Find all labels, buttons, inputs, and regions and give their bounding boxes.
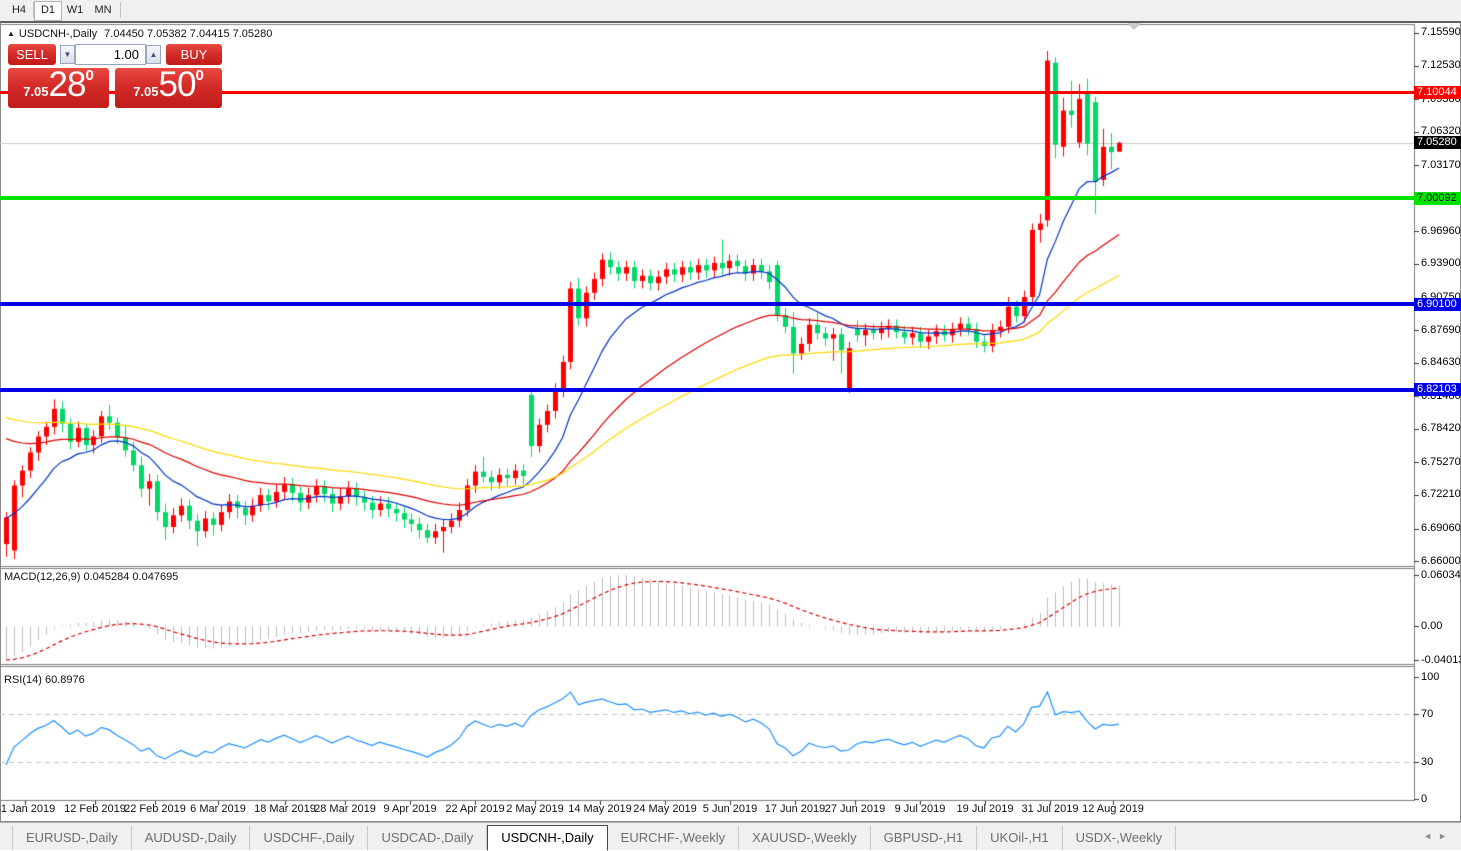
buy-button[interactable]: BUY (166, 44, 222, 65)
tab-ukoil-h1[interactable]: UKOil-,H1 (977, 826, 1063, 850)
volume-up-button[interactable]: ▲ (146, 45, 161, 64)
chart-tab-bar: EURUSD-,Daily AUDUSD-,Daily USDCHF-,Daily U… (0, 822, 1461, 851)
tab-xauusd-weekly[interactable]: XAUUSD-,Weekly (739, 826, 871, 850)
tf-button-w1[interactable]: W1 (66, 4, 84, 16)
macd-label: MACD(12,26,9) 0.045284 0.047695 (4, 571, 179, 583)
support-line-blue-2[interactable] (0, 388, 1414, 392)
tf-button-d1[interactable]: D1 (34, 1, 62, 21)
tab-usdx-weekly[interactable]: USDX-,Weekly (1063, 826, 1177, 850)
buy-price-prefix: 7.05 (133, 84, 159, 99)
resistance-line[interactable] (0, 91, 1414, 94)
chart-symbol-label: USDCNH-,Daily (18, 28, 98, 40)
tab-usdcnh-daily[interactable]: USDCNH-,Daily (487, 825, 608, 851)
trade-panel: SELL ▼ 1.00 ▲ BUY 7.05280 7.05500 (8, 44, 224, 108)
volume-input[interactable]: 1.00 (75, 44, 146, 65)
sell-button[interactable]: SELL (8, 44, 56, 65)
chart-ohlc-values: 7.04450 7.05382 7.04415 7.05280 (104, 28, 273, 40)
buy-price-sup: 0 (195, 67, 204, 84)
sell-price-big: 28 (48, 65, 87, 104)
sell-price-button[interactable]: 7.05280 (8, 65, 109, 108)
macd-values: 0.045284 0.047695 (83, 571, 179, 583)
support-line-green[interactable] (0, 196, 1414, 200)
sell-price-prefix: 7.05 (23, 84, 49, 99)
tab-eurchf-weekly[interactable]: EURCHF-,Weekly (608, 826, 740, 850)
buy-price-button[interactable]: 7.05500 (115, 65, 222, 108)
sell-price-sup: 0 (85, 67, 94, 84)
rsi-value: 60.8976 (44, 674, 85, 686)
tab-audusd-daily[interactable]: AUDUSD-,Daily (132, 826, 251, 850)
volume-down-button[interactable]: ▼ (60, 45, 75, 64)
rsi-label: RSI(14) 60.8976 (4, 674, 85, 686)
timeframe-toolbar: H4 D1 W1 MN (0, 0, 1461, 21)
chart-title: ▲ USDCNH-,Daily 7.04450 7.05382 7.04415 7.… (7, 28, 272, 40)
price-axis[interactable] (1414, 25, 1461, 800)
chevron-down-icon: ▼ (63, 50, 72, 59)
time-axis[interactable] (0, 801, 1414, 821)
tab-eurusd-daily[interactable]: EURUSD-,Daily (12, 826, 132, 850)
tab-usdcad-daily[interactable]: USDCAD-,Daily (368, 826, 488, 850)
tab-gbpusd-h1[interactable]: GBPUSD-,H1 (871, 826, 978, 850)
tf-button-mn[interactable]: MN (94, 4, 112, 16)
chart-shift-icon[interactable] (1127, 23, 1141, 30)
chevron-up-icon: ▲ (149, 50, 158, 59)
tab-scroll-right-icon[interactable]: ► (1438, 831, 1453, 841)
tab-scroll-left-icon[interactable]: ◄ (1423, 831, 1439, 841)
buy-price-big: 50 (158, 65, 197, 104)
support-line-blue-1[interactable] (0, 302, 1414, 306)
tab-usdchf-daily[interactable]: USDCHF-,Daily (250, 826, 369, 850)
symbol-marker-icon: ▲ (7, 29, 15, 38)
tf-button-h4[interactable]: H4 (11, 4, 27, 16)
